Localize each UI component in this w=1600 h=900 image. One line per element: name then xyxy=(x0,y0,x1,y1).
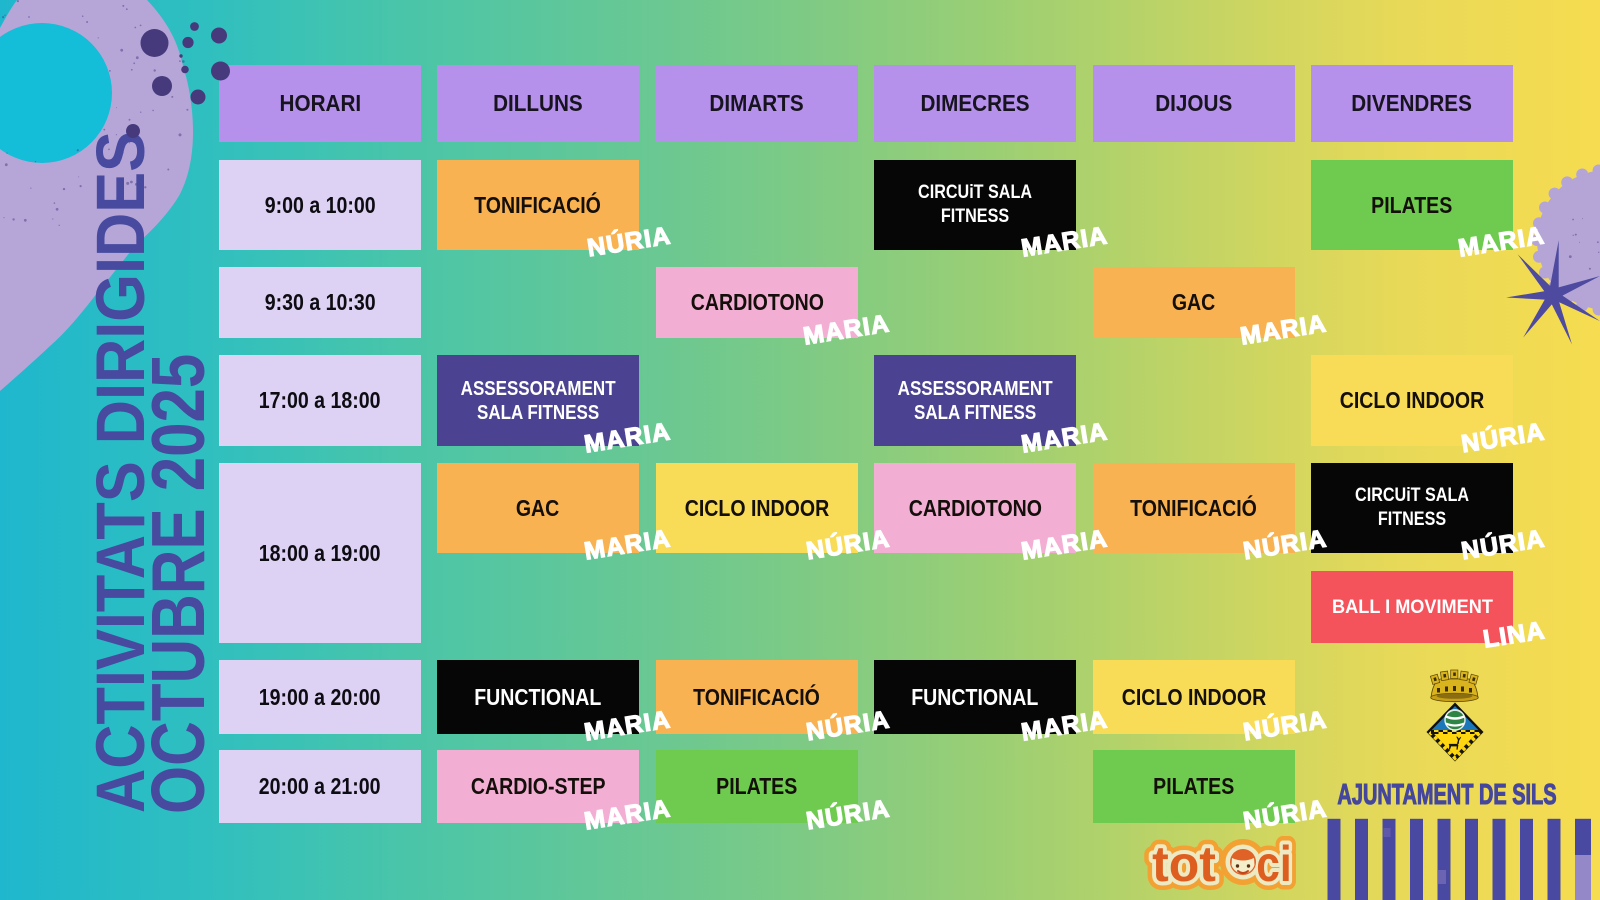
svg-text:tot: tot xyxy=(1152,836,1216,892)
svg-text:ci: ci xyxy=(1256,836,1291,892)
svg-text:ci: ci xyxy=(1256,836,1291,892)
svg-text:tot: tot xyxy=(1152,836,1216,892)
svg-text:tot: tot xyxy=(1152,836,1216,892)
